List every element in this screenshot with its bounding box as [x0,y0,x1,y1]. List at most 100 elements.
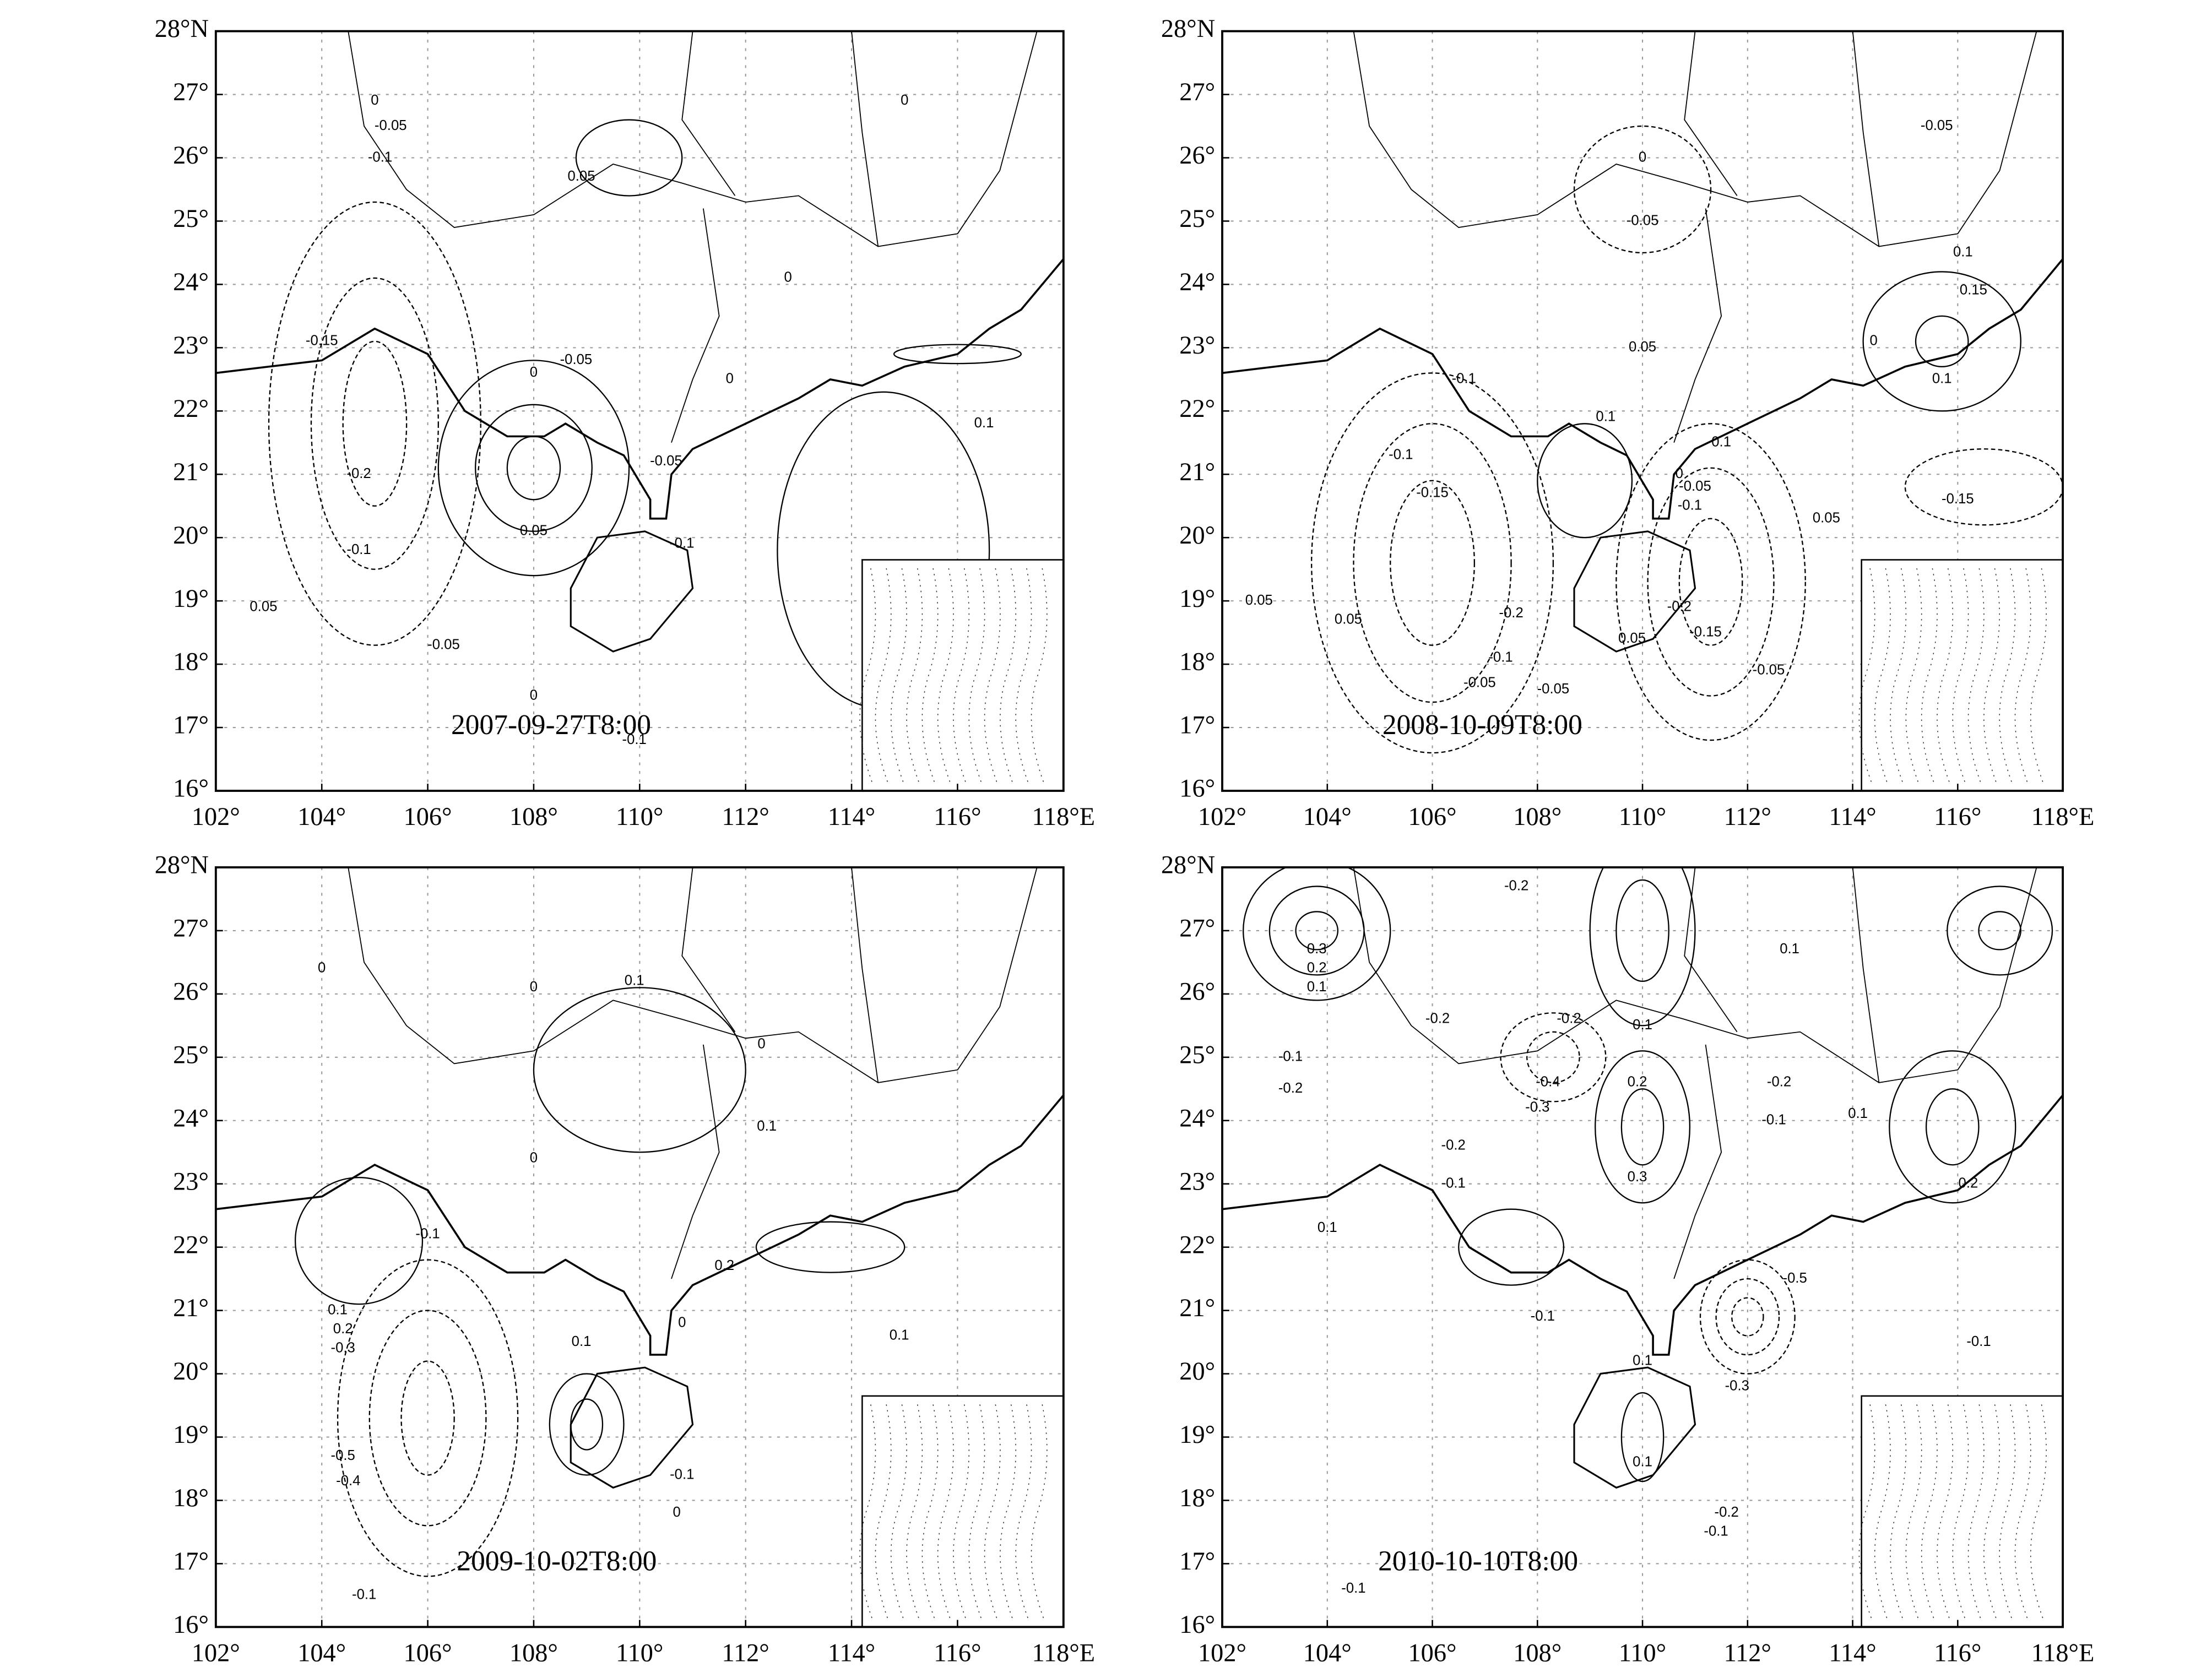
inset-texture [2030,568,2047,783]
y-tick-label: 21° [1179,458,1215,486]
inset-texture [1937,1404,1954,1619]
contour-label: 0.1 [1318,1220,1337,1235]
province-border [851,31,879,247]
contour-label: 0 [1870,333,1878,349]
x-tick-label: 110° [616,1639,663,1667]
contour-label: 0 [673,1505,680,1520]
contour-label: -0.2 [1557,1011,1581,1027]
y-tick-label: 22° [173,395,209,423]
coastline [1222,1094,2063,1356]
x-tick-label: 110° [1619,803,1666,831]
contour-label: -0.2 [1425,1011,1450,1027]
x-tick-label: 106° [404,803,452,831]
map-frame [1221,30,2064,792]
x-tick-label: 104° [1303,1639,1352,1667]
inset-texture [984,568,1001,783]
map-content: 0 -0.05 -0.1 0.05 0 0 -0.15 -0.05 0 0 -0.2 0.1 -0.05… [215,31,1064,791]
x-tick-label: 118°E [1032,803,1096,831]
contour-label: 0.05 [1618,631,1646,646]
contour-label: -0.2 [1504,878,1528,893]
inset-texture [1999,568,2016,783]
contour-line [1620,1392,1665,1482]
x-tick-label: 116° [934,803,981,831]
contour-label: -0.1 [1389,447,1413,463]
contour-label: 0.1 [1307,979,1327,995]
inset-texture [1874,1404,1891,1619]
y-tick-label: 27° [173,78,209,106]
contour-label: -0.05 [1679,479,1711,494]
contour-label: 0 [530,979,538,995]
contour-label: 0.1 [757,1118,777,1134]
contour-line [1295,911,1339,951]
contour-label: 0.3 [1628,1169,1647,1185]
contour-label: -0.1 [368,149,392,165]
contour-label: -0.05 [1537,681,1570,697]
y-tick-label: 27° [1179,915,1215,943]
province-border [1353,31,2037,247]
contour-label: 0.1 [328,1302,348,1317]
x-tick-label: 106° [1408,1639,1457,1667]
x-tick-label: 112° [1724,1639,1771,1667]
inset-texture [1952,568,1969,783]
map-panel: 0 0 0.1 0 0.1 0 -0.1 0.2 0.1 0.2 -0.3 0.1 0 0.1 -0.5 -0… [155,851,1095,1668]
contour-line [1311,372,1554,754]
contour-label: -0.3 [1725,1378,1749,1393]
inset-texture [1967,1404,1985,1619]
contour-line [1390,480,1476,646]
contour-label: 0 [678,1315,686,1330]
inset-texture [1000,1404,1016,1619]
contour-line [549,1373,625,1476]
inset-texture [921,568,939,783]
y-tick-label: 28°N [155,851,209,879]
contour-line [1862,271,2021,412]
y-tick-label: 26° [1179,142,1215,170]
contour-label: -0.15 [1416,485,1449,501]
inset-texture [1952,1404,1969,1619]
contour-line [1537,423,1633,539]
x-tick-label: 118°E [2031,803,2095,831]
contour-label: 0.1 [625,973,644,989]
y-tick-label: 22° [1179,1231,1215,1259]
contour-line [755,1221,906,1273]
contour-label: -0.05 [560,352,593,367]
contour-line [1925,1088,1980,1166]
contour-line [474,404,593,532]
hainan-island [570,1366,694,1489]
inset-texture [1905,1404,1922,1619]
contour-label: 0.05 [1629,339,1656,355]
x-tick-label: 102° [192,1639,240,1667]
x-tick-label: 106° [404,1639,452,1667]
map-frame [214,30,1065,792]
province-border [1673,1044,1722,1279]
contour-line [1904,448,2063,526]
province-border [348,867,1038,1083]
y-tick-label: 19° [1179,1421,1215,1449]
contour-line [1353,423,1512,703]
contour-line [575,119,683,197]
province-border [1353,867,2037,1083]
contour-line [1268,886,1365,976]
contour-label: -0.2 [1715,1505,1739,1520]
x-tick-label: 114° [828,1639,875,1667]
contour-label: -0.05 [375,118,407,133]
y-tick-label: 27° [173,915,209,943]
contour-line [1458,1208,1565,1286]
contour-line [310,277,439,570]
contour-label: -0.05 [1921,118,1953,133]
contour-label: -0.05 [1463,675,1496,690]
inset-texture [1983,1404,2000,1619]
y-tick-label: 24° [1179,268,1215,296]
province-border [1684,867,1738,1033]
province-border [681,31,736,196]
contour-line [1573,125,1712,254]
y-tick-label: 18° [1179,1484,1215,1512]
contour-line [1595,1050,1691,1204]
contour-label: -0.1 [670,535,694,551]
map-content: -0.2 0.3 0.2 0.1 0.1 -0.2 -0.2 0.1 -0.1 -0.2 -0.4 -… [1222,867,2063,1627]
contour-label: -0.5 [331,1448,355,1463]
contour-label: -0.1 [1761,1112,1786,1128]
contour-label: 0.1 [1848,1106,1868,1121]
y-tick-label: 19° [173,1421,209,1449]
x-tick-label: 116° [1934,803,1981,831]
